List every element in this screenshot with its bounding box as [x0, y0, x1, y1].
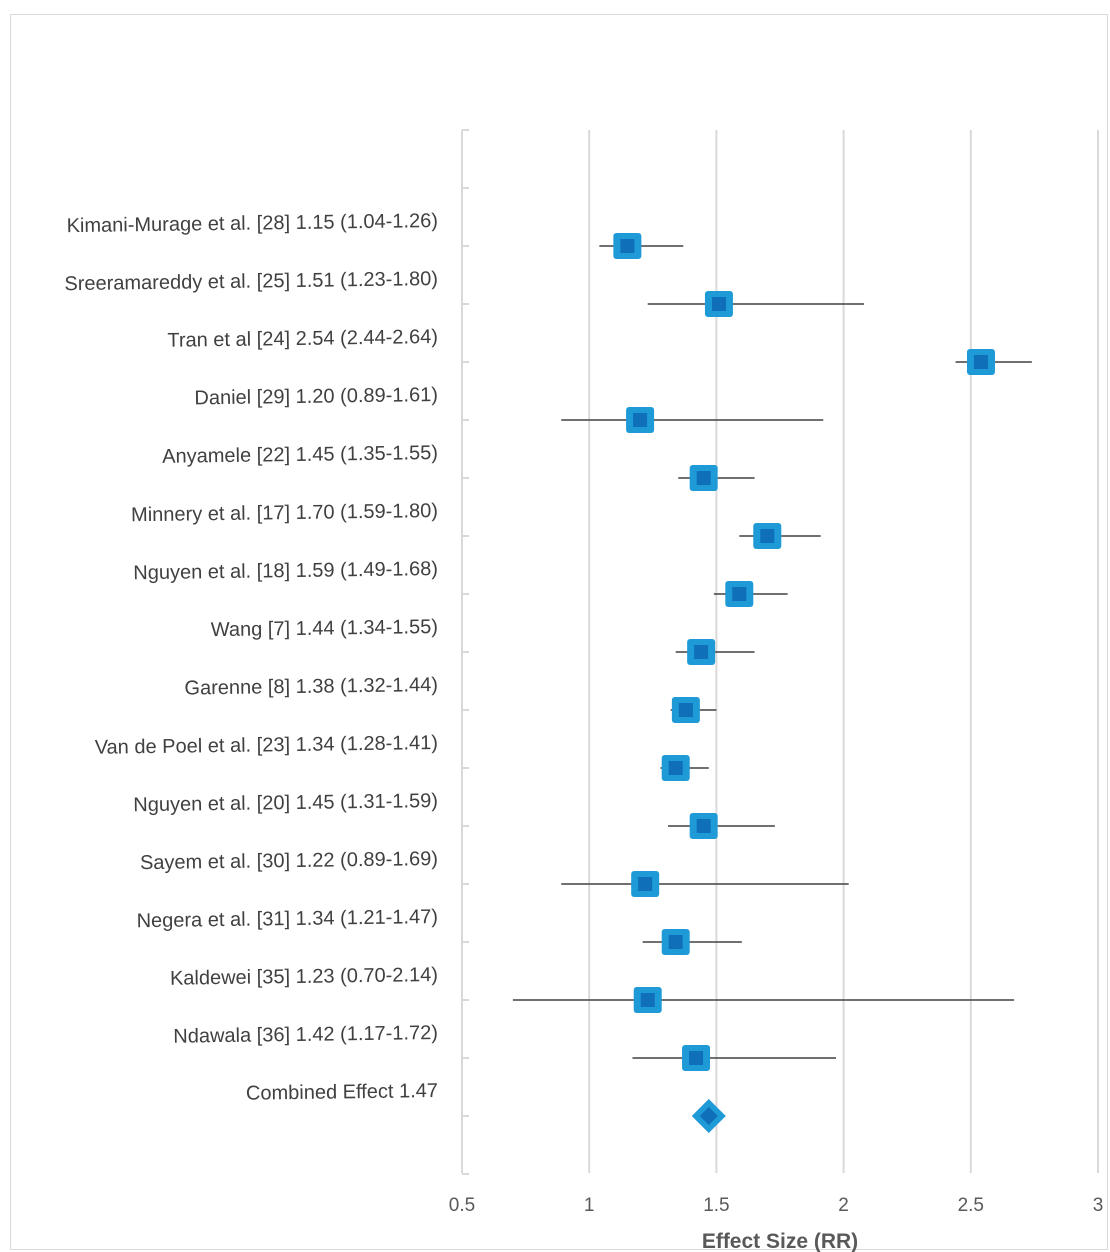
x-tick-label: 2.5	[958, 1195, 984, 1216]
point-estimate-core	[633, 413, 648, 427]
study-label: Garenne [8] 1.38 (1.32-1.44)	[184, 674, 438, 700]
study-label: Sayem et al. [30] 1.22 (0.89-1.69)	[140, 848, 438, 874]
point-estimate-core	[696, 471, 711, 485]
point-estimate-core	[760, 529, 775, 543]
ci-layer	[512, 245, 1032, 1059]
x-tick-label: 2	[838, 1195, 849, 1216]
x-tick-label: 3	[1093, 1195, 1104, 1216]
study-label: Anyamele [22] 1.45 (1.35-1.55)	[162, 442, 438, 468]
x-tick-label: 1	[584, 1195, 595, 1216]
study-label: Sreeramareddy et al. [25] 1.51 (1.23-1.8…	[64, 268, 438, 295]
label-layer: Kimani-Murage et al. [28] 1.15 (1.04-1.2…	[64, 210, 438, 1105]
point-estimate-core	[973, 355, 988, 369]
study-label: Minnery et al. [17] 1.70 (1.59-1.80)	[131, 500, 438, 526]
point-estimate-core	[620, 239, 635, 253]
marker-layer	[613, 233, 995, 1133]
point-estimate-core	[694, 645, 709, 659]
combined-effect-label: Combined Effect 1.47	[246, 1080, 438, 1105]
study-label: Van de Poel et al. [23] 1.34 (1.28-1.41)	[95, 732, 438, 759]
study-label: Nguyen et al. [20] 1.45 (1.31-1.59)	[133, 790, 438, 816]
study-label: Wang [7] 1.44 (1.34-1.55)	[211, 616, 438, 641]
study-label: Negera et al. [31] 1.34 (1.21-1.47)	[136, 906, 438, 932]
point-estimate-core	[678, 703, 693, 717]
combined-effect-core	[699, 1107, 718, 1125]
x-tick-label: 0.5	[449, 1195, 475, 1216]
x-axis-title: Effect Size (RR)	[702, 1230, 858, 1252]
point-estimate-core	[638, 877, 653, 891]
study-label: Tran et al [24] 2.54 (2.44-2.64)	[167, 326, 438, 352]
study-label: Nguyen et al. [18] 1.59 (1.49-1.68)	[133, 558, 438, 584]
study-label: Kaldewei [35] 1.23 (0.70-2.14)	[170, 964, 438, 990]
x-tick-label: 1.5	[703, 1195, 729, 1216]
chart-frame	[10, 14, 1108, 1250]
point-estimate-core	[689, 1051, 704, 1065]
point-estimate-core	[711, 297, 726, 311]
study-label: Ndawala [36] 1.42 (1.17-1.72)	[173, 1022, 438, 1048]
study-label: Kimani-Murage et al. [28] 1.15 (1.04-1.2…	[66, 210, 438, 237]
point-estimate-core	[640, 993, 655, 1007]
axis-layer: 0.5 1 1.5 2 2.5 3	[449, 129, 1104, 1216]
point-estimate-core	[668, 761, 683, 775]
point-estimate-core	[732, 587, 747, 601]
grid-layer	[588, 130, 1099, 1173]
point-estimate-core	[668, 935, 683, 949]
study-label: Daniel [29] 1.20 (0.89-1.61)	[194, 384, 438, 409]
point-estimate-core	[696, 819, 711, 833]
